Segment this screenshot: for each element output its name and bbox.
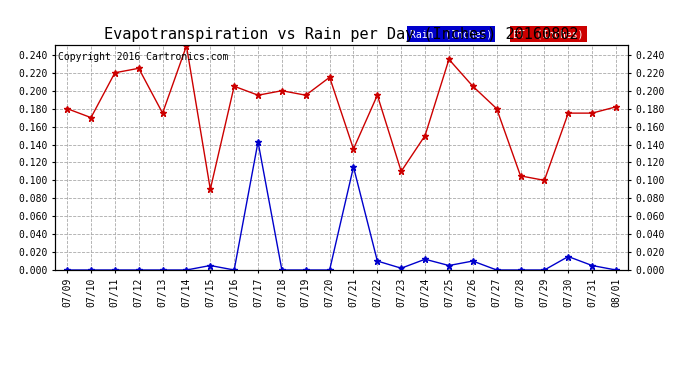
Text: ET  (Inches): ET (Inches)	[513, 29, 584, 39]
Title: Evapotranspiration vs Rain per Day (Inches) 20160802: Evapotranspiration vs Rain per Day (Inch…	[104, 27, 579, 42]
Text: Rain  (Inches): Rain (Inches)	[411, 29, 493, 39]
Text: Copyright 2016 Cartronics.com: Copyright 2016 Cartronics.com	[58, 52, 228, 62]
